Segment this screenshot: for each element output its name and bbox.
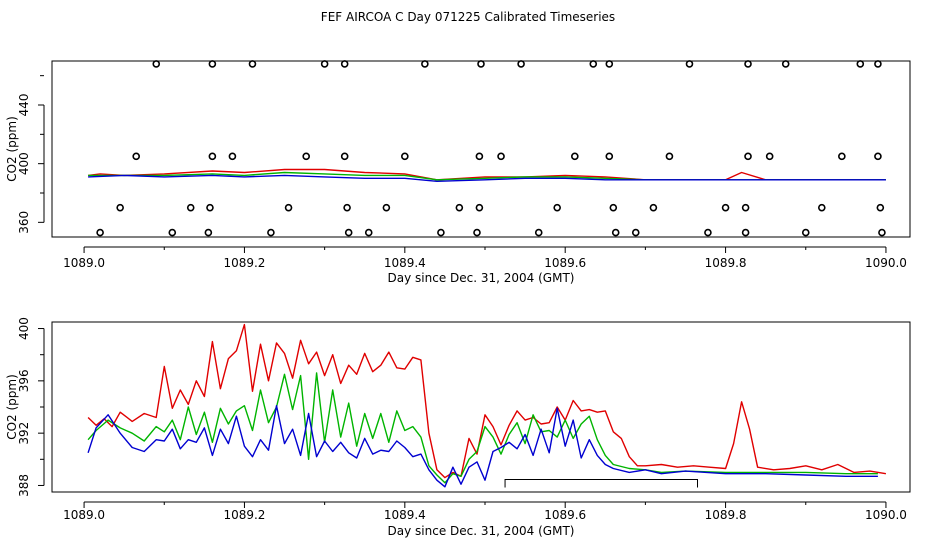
calibration-point xyxy=(589,60,598,68)
calibration-point xyxy=(475,152,484,161)
x-tick-label: 1089.0 xyxy=(63,256,105,270)
calibration-point xyxy=(228,152,237,161)
calibration-point xyxy=(609,203,618,212)
figure-title: FEF AIRCOA C Day 071225 Calibrated Times… xyxy=(321,10,615,24)
calibration-point xyxy=(876,203,885,212)
x-tick-label: 1090.0 xyxy=(865,256,907,270)
calibration-point xyxy=(473,228,481,237)
calibration-point xyxy=(204,228,213,237)
calibration-point xyxy=(208,152,217,161)
calibration-point xyxy=(344,228,353,237)
x-axis-label: Day since Dec. 31, 2004 (GMT) xyxy=(388,271,575,285)
calibration-point xyxy=(437,228,445,237)
calibration-point xyxy=(605,60,614,68)
series-line-red xyxy=(87,323,887,479)
calibration-point xyxy=(878,228,886,237)
calibration-point xyxy=(704,228,712,237)
calibration-point xyxy=(340,60,349,68)
calibration-point xyxy=(267,228,275,237)
calibration-point xyxy=(302,152,310,161)
y-tick-label: 388 xyxy=(17,474,31,497)
y-tick-label: 392 xyxy=(17,422,31,445)
calibration-point xyxy=(534,228,543,237)
y-axis-label: CO2 (ppm) xyxy=(5,374,19,440)
x-tick-label: 1090.0 xyxy=(865,508,907,522)
calibration-point xyxy=(343,203,351,212)
top-panel-calibration-plot: 1089.0 1089.2 1089.4 1089.6 1089.8 1090.0 Day … xyxy=(5,60,911,285)
calibration-point xyxy=(611,228,620,237)
x-tick-label: 1089.4 xyxy=(384,508,426,522)
calibration-point xyxy=(744,60,752,68)
calibration-point xyxy=(208,60,217,68)
series-line-blue xyxy=(87,405,878,488)
calibration-point xyxy=(553,203,561,212)
calibration-point xyxy=(340,152,349,161)
calibration-point xyxy=(477,60,485,68)
calibration-point xyxy=(401,152,409,161)
calibration-point xyxy=(874,60,882,68)
bottom-panel-co2-timeseries: 1089.0 1089.2 1089.4 1089.6 1089.8 1090.0 Day … xyxy=(5,317,911,538)
y-tick-label: 400 xyxy=(17,152,31,175)
x-tick-label: 1089.8 xyxy=(705,256,747,270)
x-tick-label: 1089.4 xyxy=(384,256,426,270)
calibration-point xyxy=(801,228,810,237)
calibration-point xyxy=(571,152,579,161)
calibration-point xyxy=(741,228,750,237)
calibration-point xyxy=(874,152,882,161)
calibration-point xyxy=(364,228,373,237)
calibration-point xyxy=(665,152,674,161)
calibration-point xyxy=(741,203,750,212)
y-tick-label: 400 xyxy=(17,317,31,340)
calibration-point xyxy=(817,203,826,212)
y-tick-label: 360 xyxy=(17,211,31,234)
time-range-bracket xyxy=(504,478,699,488)
y-axis-label: CO2 (ppm) xyxy=(5,116,19,182)
y-tick-label: 396 xyxy=(17,369,31,392)
calibration-point xyxy=(856,60,865,68)
series-line-red xyxy=(88,168,886,181)
calibration-point xyxy=(685,60,694,68)
calibration-point xyxy=(382,203,391,212)
calibration-point xyxy=(132,152,140,161)
calibration-point xyxy=(475,203,484,212)
x-tick-label: 1089.6 xyxy=(544,256,586,270)
calibration-point xyxy=(631,228,640,237)
x-tick-label: 1089.0 xyxy=(63,508,105,522)
x-tick-label: 1089.6 xyxy=(544,508,586,522)
calibration-point xyxy=(744,152,752,161)
x-axis-label: Day since Dec. 31, 2004 (GMT) xyxy=(388,524,575,538)
x-tick-label: 1089.2 xyxy=(223,508,265,522)
calibration-point xyxy=(838,152,846,161)
calibration-point xyxy=(248,60,257,68)
calibration-point xyxy=(168,228,177,237)
series-line-blue xyxy=(88,174,886,182)
y-tick-label: 440 xyxy=(17,94,31,117)
calibration-point xyxy=(421,60,429,68)
x-tick-label: 1089.2 xyxy=(223,256,265,270)
calibration-point xyxy=(116,203,124,212)
plot-frame xyxy=(51,321,911,493)
calibration-point xyxy=(517,60,525,68)
calibration-point xyxy=(605,152,614,161)
calibration-point xyxy=(186,203,195,212)
calibration-point xyxy=(781,60,790,68)
series-line-green xyxy=(87,372,878,484)
calibration-point xyxy=(649,203,658,212)
calibration-point xyxy=(284,203,293,212)
calibration-point xyxy=(765,152,774,161)
calibration-point xyxy=(152,60,161,68)
calibration-point xyxy=(455,203,464,212)
calibration-point xyxy=(320,60,329,68)
x-tick-label: 1089.8 xyxy=(705,508,747,522)
calibration-point xyxy=(96,228,104,237)
calibration-point xyxy=(206,203,214,212)
calibration-point xyxy=(721,203,730,212)
calibration-point xyxy=(497,152,505,161)
